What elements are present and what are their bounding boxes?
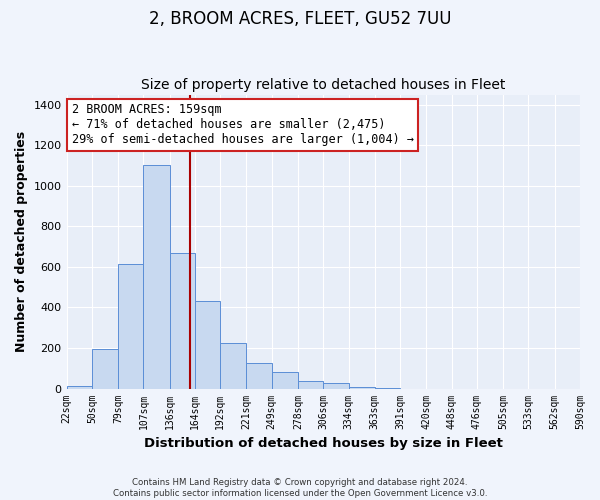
Text: 2 BROOM ACRES: 159sqm
← 71% of detached houses are smaller (2,475)
29% of semi-d: 2 BROOM ACRES: 159sqm ← 71% of detached … [71,104,413,146]
Title: Size of property relative to detached houses in Fleet: Size of property relative to detached ho… [141,78,505,92]
Bar [220,343,247,388]
X-axis label: Distribution of detached houses by size in Fleet: Distribution of detached houses by size … [144,437,503,450]
Bar [298,382,323,388]
Bar [170,252,195,388]
Y-axis label: Number of detached properties: Number of detached properties [15,131,28,352]
Text: Contains HM Land Registry data © Crown copyright and database right 2024.
Contai: Contains HM Land Registry data © Crown c… [113,478,487,498]
Bar [67,386,92,388]
Bar [143,164,170,388]
Bar [349,386,375,388]
Bar [118,264,143,388]
Bar [272,372,298,388]
Bar [92,349,118,389]
Text: 2, BROOM ACRES, FLEET, GU52 7UU: 2, BROOM ACRES, FLEET, GU52 7UU [149,10,451,28]
Bar [247,363,272,388]
Bar [195,302,220,388]
Bar [323,384,349,388]
